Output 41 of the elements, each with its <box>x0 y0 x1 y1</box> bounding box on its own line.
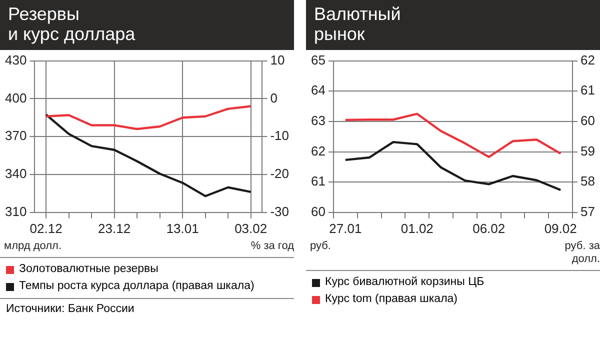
legend-label: Золотовалютные резервы <box>19 262 158 277</box>
x-tick-label: 13.01 <box>166 220 199 236</box>
x-tick-label: 23.12 <box>98 220 131 236</box>
legend-label: Темпы роста курса доллара (правая шкала) <box>19 279 254 294</box>
y2-tick-label: 61 <box>580 82 596 98</box>
y-tick-label: 60 <box>310 204 326 219</box>
chart-title: Валютный рынок <box>306 0 600 50</box>
y2-tick-label: 58 <box>580 174 596 189</box>
y2-axis-title: % за год <box>250 240 294 253</box>
y-tick-label: 340 <box>4 166 27 182</box>
legend-label: Курс tom (правая шкала) <box>325 292 458 307</box>
y2-tick-label: -10 <box>270 128 290 144</box>
y2-tick-label: 62 <box>580 52 596 68</box>
y-tick-label: 65 <box>310 52 326 68</box>
y2-tick-label: -20 <box>270 166 290 182</box>
y-tick-label: 63 <box>310 113 326 128</box>
y-tick-label: 64 <box>310 82 326 98</box>
y2-tick-label: 59 <box>580 143 596 158</box>
y2-tick-label: 0 <box>270 90 278 106</box>
y-tick-label: 400 <box>4 90 27 106</box>
y-axis-title: млрд долл. <box>4 240 62 253</box>
y2-tick-label: 10 <box>270 52 285 68</box>
y2-tick-label: 60 <box>580 113 596 128</box>
y-axis-title: руб. <box>310 240 331 253</box>
y2-tick-label: -30 <box>270 204 290 219</box>
text: Источники: Банк России <box>0 298 294 319</box>
x-tick-label: 09.02 <box>544 220 577 236</box>
chart-title: Резервы и курс доллара <box>0 0 294 50</box>
x-tick-label: 03.02 <box>234 220 268 236</box>
y-tick-label: 310 <box>4 204 27 219</box>
x-tick-label: 27.01 <box>329 220 362 236</box>
y2-axis-title: руб. за долл. <box>564 240 600 266</box>
y-tick-label: 62 <box>310 143 326 158</box>
y-tick-label: 61 <box>310 174 326 189</box>
x-tick-label: 02.12 <box>30 220 62 236</box>
x-tick-label: 06.02 <box>472 220 506 236</box>
legend-label: Курс бивалютной корзины ЦБ <box>325 275 484 290</box>
y-tick-label: 430 <box>4 52 27 68</box>
y-tick-label: 370 <box>4 128 27 144</box>
x-tick-label: 01.02 <box>400 220 434 236</box>
y2-tick-label: 57 <box>580 204 596 219</box>
